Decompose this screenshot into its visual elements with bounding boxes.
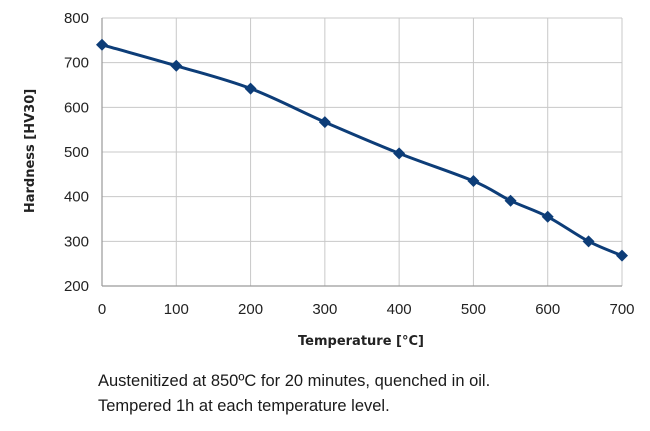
x-tick-label-700: 700 <box>609 301 634 318</box>
hardness-chart: 0 100 200 300 400 500 600 700 200 300 400 500 600 700… <box>23 10 635 349</box>
x-tick-label-600: 600 <box>535 301 560 318</box>
y-axis-title: Hardness [HV30] <box>23 89 38 213</box>
x-tick-label-100: 100 <box>164 301 189 318</box>
y-tick-label-800: 800 <box>64 10 89 27</box>
data-point-655 <box>582 235 595 248</box>
x-tick-label-0: 0 <box>98 301 106 318</box>
x-axis-title: Temperature [°C] <box>298 334 424 349</box>
series-line-0 <box>101 43 623 258</box>
x-tick-label-400: 400 <box>387 301 412 318</box>
data-point-200 <box>244 82 257 95</box>
data-point-100 <box>170 59 183 72</box>
caption-line-1: Austenitized at 850ºC for 20 minutes, qu… <box>98 372 491 390</box>
grid <box>102 17 623 286</box>
data-point-550 <box>504 194 517 207</box>
caption-line-2: Tempered 1h at each temperature level. <box>98 397 390 415</box>
axes <box>101 18 622 287</box>
data-point-400 <box>393 147 406 160</box>
y-tick-label-600: 600 <box>64 99 89 116</box>
y-tick-label-700: 700 <box>64 55 89 72</box>
data-point-700 <box>616 249 628 262</box>
x-tick-label-200: 200 <box>238 301 263 318</box>
data-point-0 <box>96 38 108 51</box>
x-tick-label-500: 500 <box>461 301 486 318</box>
y-tick-label-200: 200 <box>64 278 89 295</box>
tick-labels: 0 100 200 300 400 500 600 700 200 300 400 500 600 700… <box>64 10 635 318</box>
y-tick-label-500: 500 <box>64 144 89 161</box>
caption: Austenitized at 850ºC for 20 minutes, qu… <box>98 369 490 419</box>
data-point-600 <box>541 210 554 223</box>
series-layer <box>96 38 628 262</box>
y-tick-label-300: 300 <box>64 233 89 250</box>
data-point-300 <box>318 116 331 129</box>
y-tick-label-400: 400 <box>64 189 89 206</box>
data-point-500 <box>467 175 480 188</box>
x-tick-label-300: 300 <box>312 301 337 318</box>
